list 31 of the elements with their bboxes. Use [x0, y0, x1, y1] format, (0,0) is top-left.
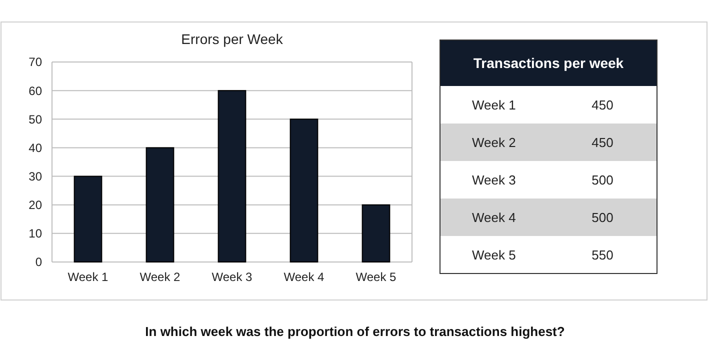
data-label: 450	[592, 97, 614, 112]
y-tick-label: 20	[28, 198, 42, 212]
x-tick-label: Week 1	[68, 270, 109, 284]
bar	[218, 90, 246, 262]
bar	[146, 147, 174, 262]
data-label: 500	[592, 210, 614, 225]
bar	[362, 204, 390, 262]
text: Transactions per week	[473, 54, 624, 71]
x-tick-label: Week 4	[284, 270, 325, 284]
bar	[74, 176, 102, 262]
x-tick-label: Week 3	[212, 270, 253, 284]
data-label: 500	[592, 172, 614, 188]
bar	[290, 118, 318, 262]
category-label: Week 1	[472, 97, 516, 112]
y-tick-label: 40	[28, 140, 42, 155]
category-label: Week 3	[472, 172, 516, 188]
data-label: 450	[592, 134, 614, 150]
category-label: Week 5	[472, 247, 516, 262]
text: In which week was the proportion of errors to transactions highest?	[145, 324, 565, 339]
category-label: Week 2	[472, 134, 516, 150]
y-tick-label: 30	[28, 169, 42, 184]
y-tick-label: 70	[28, 55, 42, 70]
y-tick-label: 60	[28, 84, 42, 98]
chart-title: Errors per Week	[181, 31, 284, 47]
y-tick-label: 0	[35, 255, 42, 270]
y-tick-label: 50	[28, 112, 42, 126]
y-tick-label: 10	[28, 226, 42, 241]
x-tick-label: Week 2	[140, 270, 181, 284]
data-label: 550	[592, 247, 614, 262]
x-tick-label: Week 5	[356, 270, 397, 284]
category-label: Week 4	[472, 210, 516, 225]
